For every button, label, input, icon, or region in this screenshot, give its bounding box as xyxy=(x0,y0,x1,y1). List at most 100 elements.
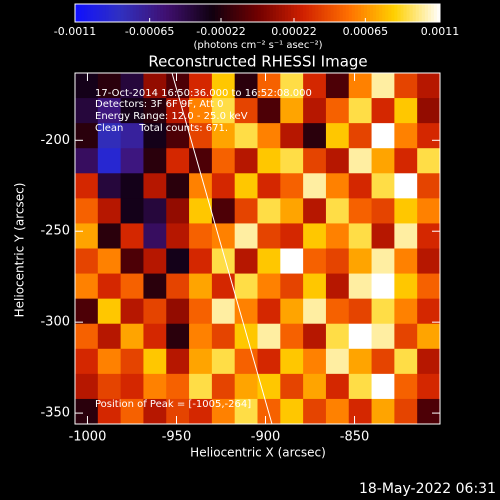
colorbar-swatch xyxy=(184,4,189,22)
heatmap-cell xyxy=(211,198,236,224)
heatmap-cell xyxy=(417,198,441,224)
colorbar-swatch xyxy=(105,4,109,22)
heatmap-cell xyxy=(75,273,99,300)
heatmap-cell xyxy=(211,148,236,174)
heatmap-cell xyxy=(120,198,144,224)
heatmap-cell xyxy=(417,223,441,249)
colorbar-swatch xyxy=(187,4,192,22)
colorbar-swatch xyxy=(406,4,411,22)
colorbar-swatch xyxy=(269,4,274,22)
heatmap-cell xyxy=(417,298,441,325)
heatmap-cell xyxy=(189,198,213,224)
heatmap-cell xyxy=(417,273,441,300)
colorbar-swatch xyxy=(360,4,365,22)
colorbar-swatch xyxy=(199,4,204,22)
colorbar-swatch xyxy=(297,4,301,22)
heatmap-cell xyxy=(417,148,441,174)
heatmap-cell xyxy=(303,198,327,224)
colorbar-swatch xyxy=(348,4,353,22)
heatmap-cell xyxy=(325,198,350,224)
x-tick-label: -950 xyxy=(162,430,192,445)
heatmap-cell xyxy=(303,298,327,325)
heatmap-cell xyxy=(303,123,327,149)
heatmap-cell xyxy=(166,298,190,325)
colorbar-swatch xyxy=(81,4,85,22)
heatmap-cell xyxy=(348,73,373,99)
heatmap-cell xyxy=(394,373,418,400)
heatmap-cell xyxy=(325,98,350,124)
colorbar-swatch xyxy=(284,4,289,22)
colorbar-swatch xyxy=(117,4,122,22)
heatmap-cell xyxy=(120,298,144,325)
colorbar-swatch xyxy=(266,4,271,22)
heatmap-cell xyxy=(97,398,122,425)
heatmap-cell xyxy=(394,123,418,149)
heatmap-cell xyxy=(166,398,190,425)
heatmap-cell xyxy=(371,248,395,275)
heatmap-cell xyxy=(234,123,258,149)
annotation: 17-Oct-2014 16:50:36.000 to 16:52:08.000 xyxy=(95,88,312,99)
heatmap-cell xyxy=(325,373,350,400)
heatmap-cell xyxy=(348,198,373,224)
heatmap-cell xyxy=(417,173,441,199)
heatmap-cell xyxy=(143,148,167,174)
colorbar-swatch xyxy=(275,4,280,22)
heatmap-cell xyxy=(280,98,304,124)
heatmap-cell xyxy=(75,73,99,99)
heatmap-cell xyxy=(75,348,99,375)
heatmap-cell xyxy=(234,398,258,425)
heatmap-cell xyxy=(257,248,281,275)
colorbar-swatch xyxy=(217,4,222,22)
colorbar-swatch xyxy=(342,4,347,22)
colorbar-tick-label: 0.00065 xyxy=(343,25,389,38)
heatmap-cell xyxy=(75,173,99,199)
heatmap-cell xyxy=(75,298,99,325)
colorbar-tick-label: -0.0011 xyxy=(54,25,96,38)
colorbar-swatch xyxy=(227,4,231,22)
heatmap-cell xyxy=(211,248,236,275)
colorbar-swatch xyxy=(357,4,362,22)
heatmap-cell xyxy=(257,173,281,199)
heatmap-cell xyxy=(234,248,258,275)
chart-title: Reconstructed RHESSI Image xyxy=(148,53,367,71)
heatmap-cell xyxy=(234,148,258,174)
heatmap-cell xyxy=(97,173,122,199)
heatmap-cell xyxy=(189,173,213,199)
peak-annotation: Position of Peak = [-1005,-264] xyxy=(95,399,251,410)
heatmap-cell xyxy=(417,348,441,375)
x-tick-label: -1000 xyxy=(69,430,107,445)
heatmap-cell xyxy=(234,298,258,325)
y-tick-label: -300 xyxy=(40,315,70,330)
heatmap-cell xyxy=(75,198,99,224)
heatmap-cell xyxy=(211,98,236,124)
heatmap-cell xyxy=(75,223,99,249)
heatmap-cell xyxy=(348,248,373,275)
heatmap-cell xyxy=(257,148,281,174)
colorbar-swatch xyxy=(96,4,100,22)
heatmap-cell xyxy=(189,123,213,149)
colorbar-swatch xyxy=(415,4,420,22)
colorbar-swatch xyxy=(224,4,228,22)
heatmap-cell xyxy=(325,73,350,99)
colorbar-swatch xyxy=(144,4,149,22)
heatmap-cell xyxy=(234,223,258,249)
x-tick-label: -850 xyxy=(340,430,370,445)
colorbar-swatch xyxy=(379,4,383,22)
heatmap-cell xyxy=(97,148,122,174)
colorbar-swatch xyxy=(281,4,286,22)
heatmap-cell xyxy=(97,298,122,325)
heatmap-cell xyxy=(257,98,281,124)
heatmap-cell xyxy=(417,98,441,124)
colorbar-swatch xyxy=(354,4,359,22)
colorbar-swatch xyxy=(272,4,277,22)
colorbar-swatch xyxy=(433,4,438,22)
colorbar-swatch xyxy=(424,4,429,22)
heatmap-cell xyxy=(189,348,213,375)
heatmap-cell xyxy=(348,348,373,375)
colorbar-swatch xyxy=(254,4,258,22)
annotation: Detectors: 3F 6F 9F, Att 0 xyxy=(95,99,223,110)
heatmap-cell xyxy=(348,398,373,425)
colorbar-swatch xyxy=(239,4,243,22)
heatmap-cell xyxy=(75,323,99,350)
